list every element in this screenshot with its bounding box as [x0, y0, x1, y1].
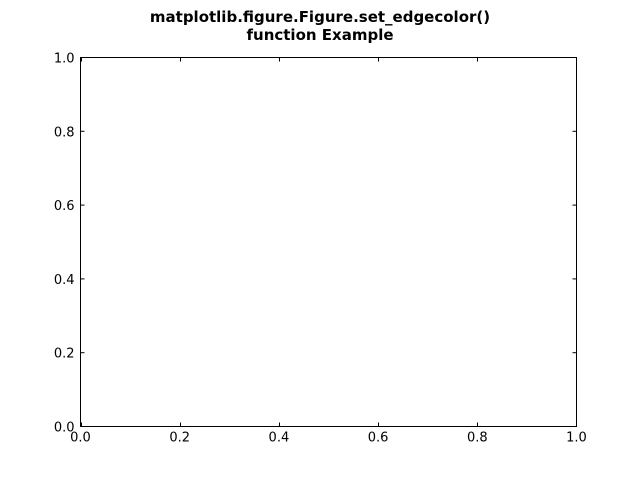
y-tick-label: 0.6 [54, 199, 75, 214]
y-tick-label: 0.0 [54, 421, 75, 436]
y-tick-label: 0.4 [54, 273, 75, 288]
y-tick-label: 0.8 [54, 125, 75, 140]
x-tick-label: 0.2 [169, 431, 190, 446]
y-tick-label: 0.2 [54, 347, 75, 362]
chart-title-line-1: matplotlib.figure.Figure.set_edgecolor() [150, 8, 490, 26]
y-axis-ticks [80, 57, 577, 427]
x-tick-label: 1.0 [566, 431, 587, 446]
x-tick-label: 0.8 [467, 431, 488, 446]
x-tick-label: 0.0 [70, 431, 91, 446]
chart-title: matplotlib.figure.Figure.set_edgecolor()… [150, 8, 490, 44]
y-axis-tick-labels: 0.0 0.2 0.4 0.6 0.8 1.0 [54, 52, 75, 436]
x-axis-tick-labels: 0.0 0.2 0.4 0.6 0.8 1.0 [70, 431, 587, 446]
x-tick-label: 0.6 [368, 431, 389, 446]
y-tick-label: 1.0 [54, 52, 75, 67]
x-axis-ticks [81, 57, 577, 427]
chart-title-line-2: function Example [246, 26, 393, 44]
x-tick-label: 0.4 [269, 431, 290, 446]
axes-frame [80, 57, 577, 427]
